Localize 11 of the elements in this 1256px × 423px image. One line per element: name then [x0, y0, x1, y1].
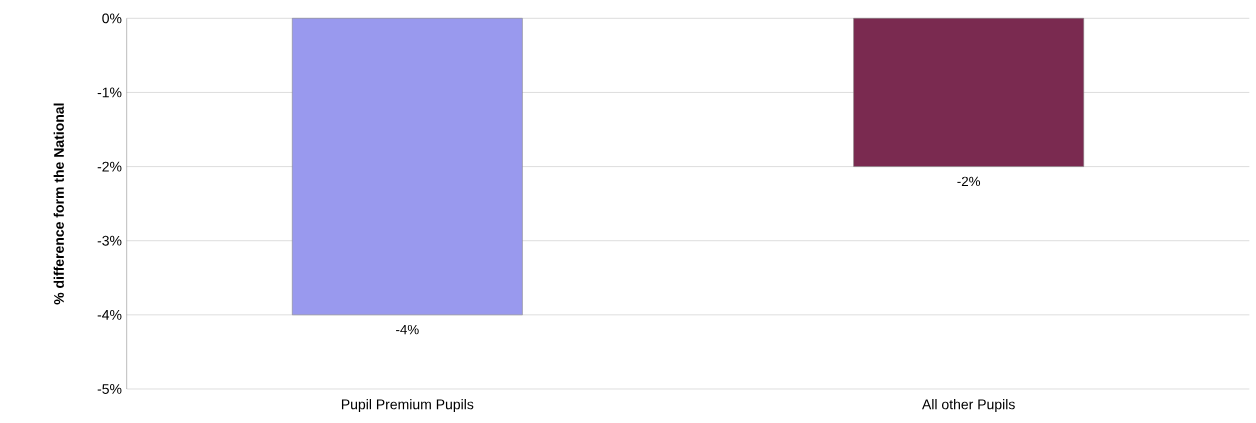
y-tick-label: -5%: [97, 384, 122, 394]
y-tick-label: -2%: [97, 161, 122, 172]
y-tick-label: -3%: [97, 235, 122, 246]
y-axis-title: % difference form the National: [53, 103, 64, 305]
y-tick-label: 0%: [102, 13, 122, 24]
y-tick-label: -4%: [97, 309, 122, 320]
data-label: -2%: [957, 176, 981, 187]
x-tick-label: All other Pupils: [922, 399, 1015, 413]
y-tick-label: -1%: [97, 87, 122, 98]
x-tick-label: Pupil Premium Pupils: [341, 399, 474, 413]
data-label: -4%: [396, 324, 419, 335]
